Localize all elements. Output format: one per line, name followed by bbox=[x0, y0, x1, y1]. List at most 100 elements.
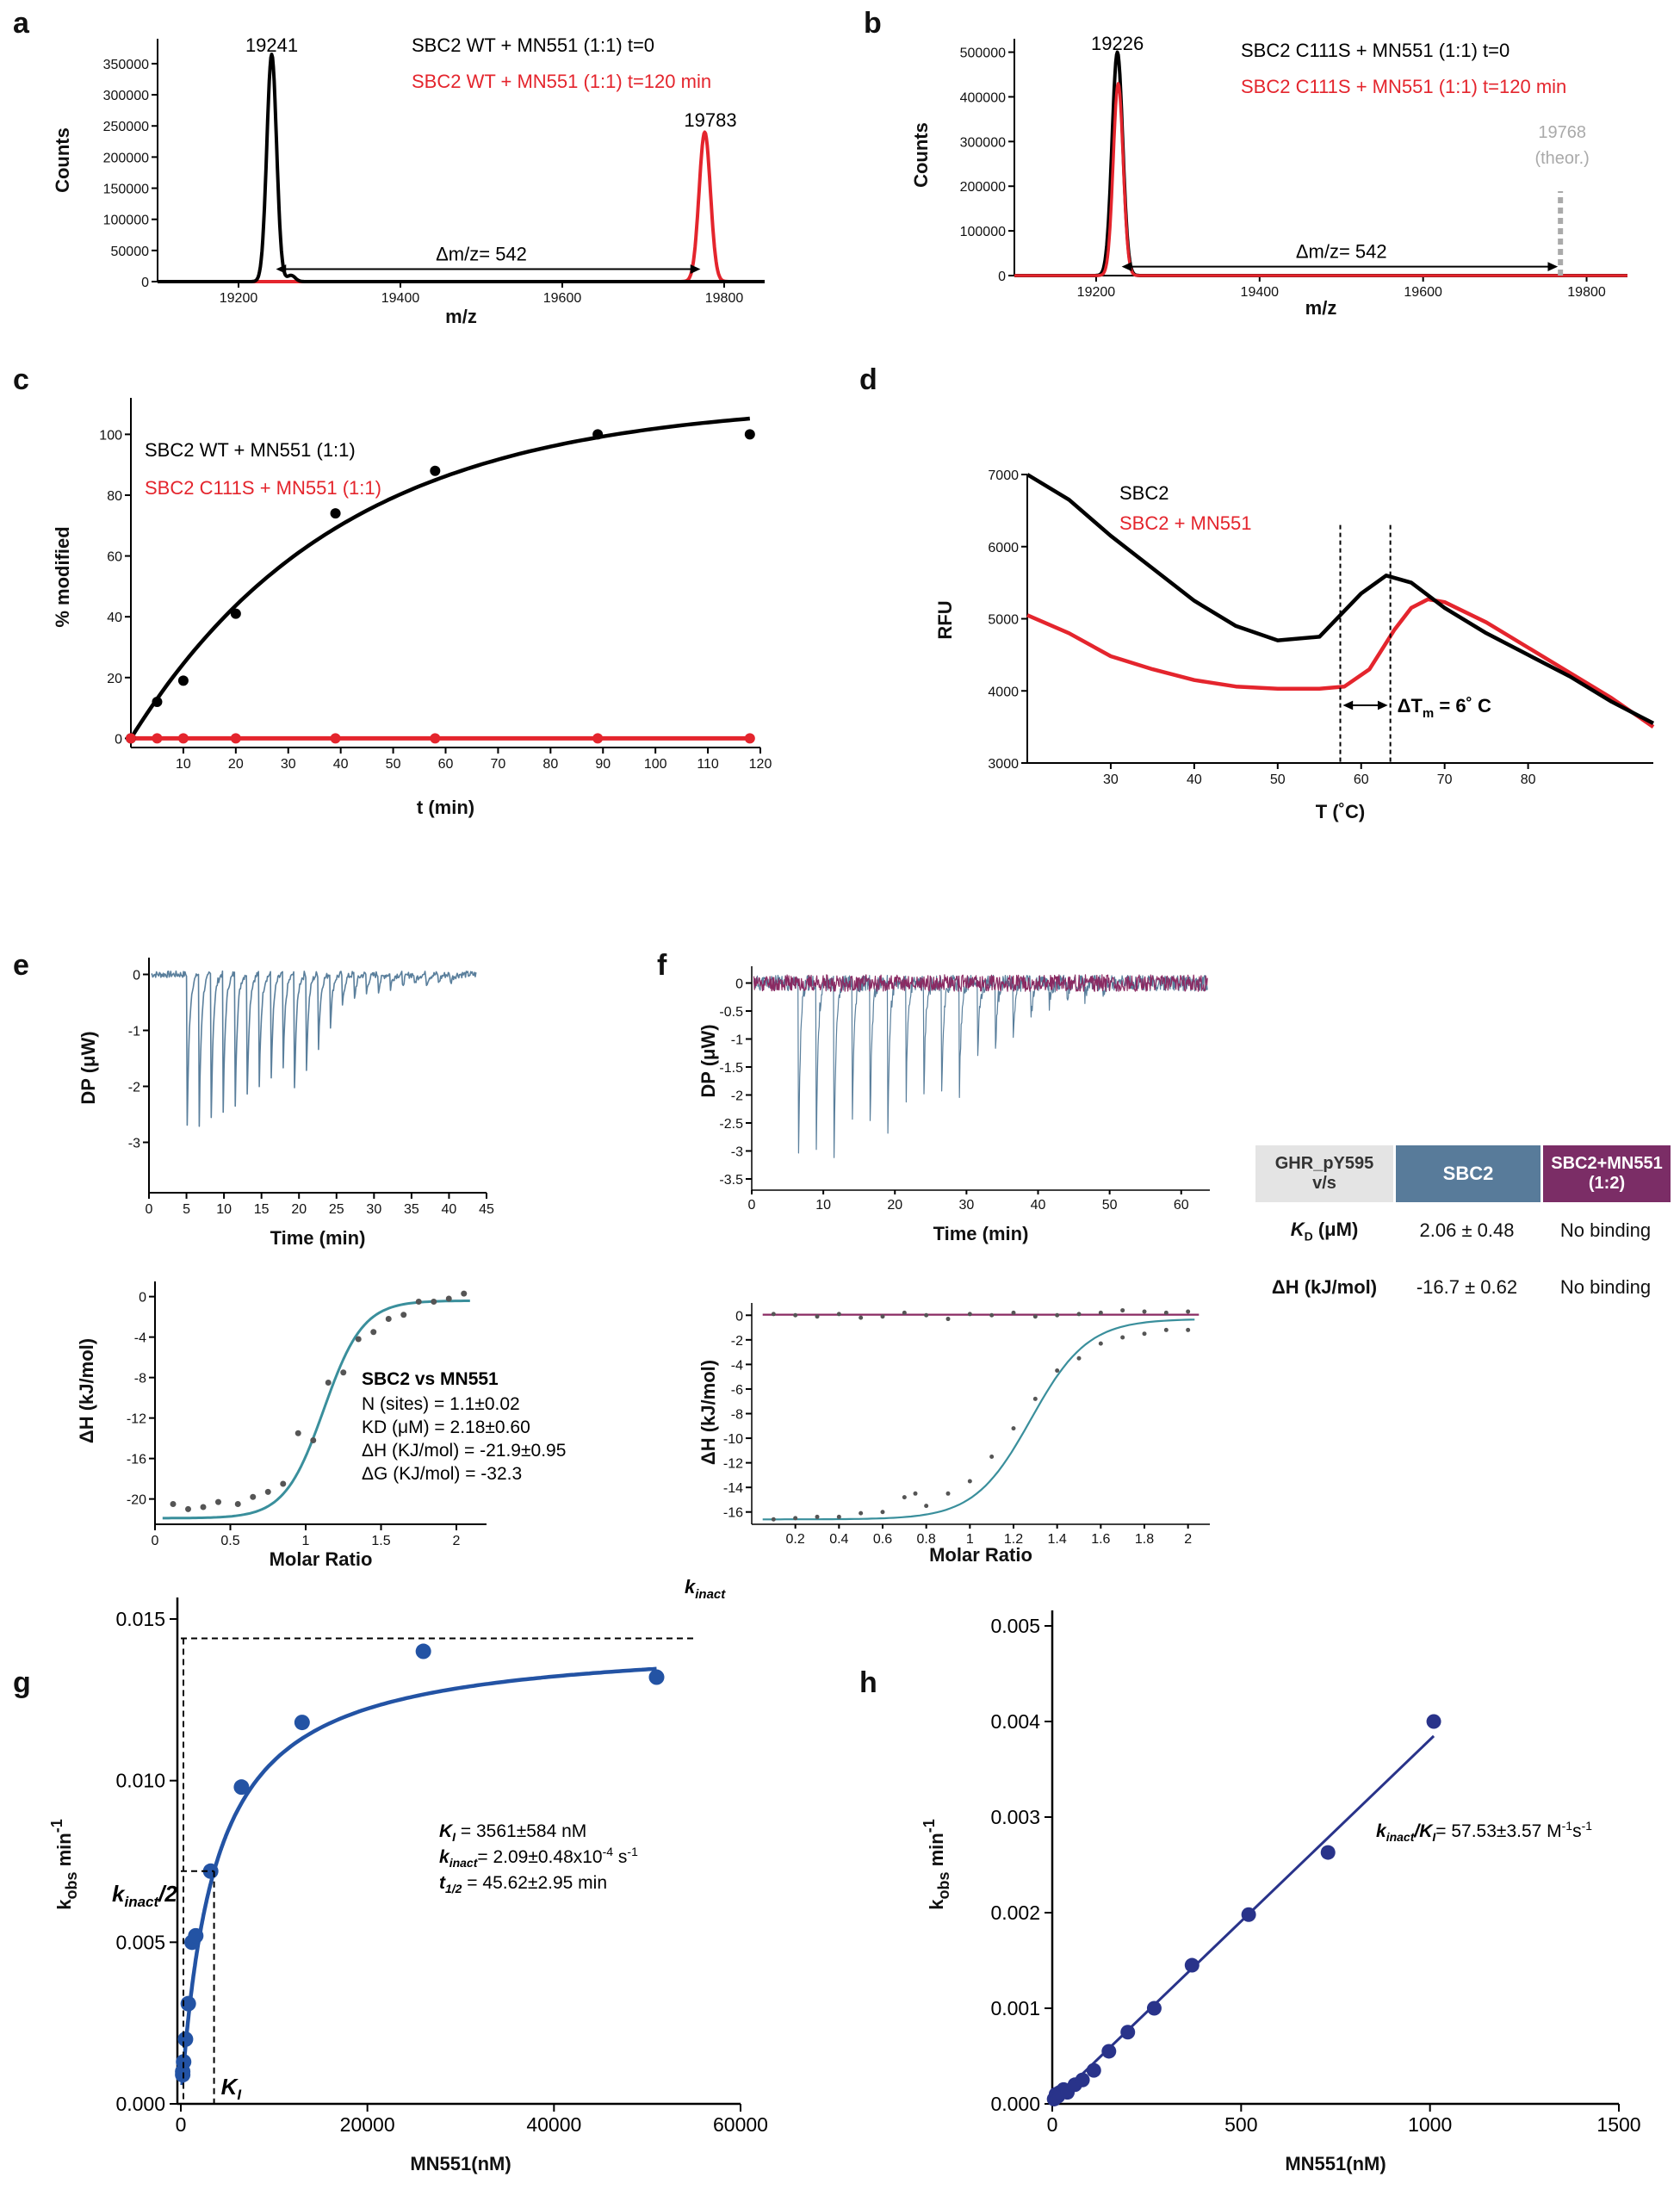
panel-d-x-tick-label: 30 bbox=[1103, 772, 1119, 787]
panel-f-label: f bbox=[657, 949, 667, 982]
panel-e2-fit-param: ΔH (KJ/mol) = -21.9±0.95 bbox=[362, 1441, 566, 1461]
kd-symbol: K bbox=[1290, 1218, 1305, 1240]
panel-g-point bbox=[294, 1715, 310, 1731]
panel-f2-point-mn551 bbox=[1098, 1310, 1103, 1315]
panel-a-series-t0-line bbox=[156, 53, 766, 283]
panel-h-y-tick-label: 0.004 bbox=[990, 1710, 1040, 1733]
panel-h-point bbox=[1320, 1845, 1336, 1860]
panel-c-y-tick-label: 20 bbox=[107, 672, 122, 686]
panel-f2-point-sbc2 bbox=[1163, 1327, 1169, 1332]
panel-b-y-tick-label: 0 bbox=[998, 270, 1006, 284]
panel-e2-point bbox=[461, 1290, 468, 1297]
panel-a-x-tick-label: 19400 bbox=[381, 291, 420, 306]
panel-a-y-tick-label: 0 bbox=[141, 276, 149, 290]
panel-f2-point-mn551 bbox=[1186, 1309, 1191, 1314]
kd-table: GHR_pY595 v/s SBC2 SBC2+MN551 (1:2) KD (… bbox=[1255, 1145, 1671, 1316]
panel-f-thermogram-sbc2-line bbox=[753, 974, 1208, 1158]
panel-h-y-tick-label: 0.002 bbox=[990, 1901, 1040, 1924]
panel-a-delta-arrow-head-right bbox=[690, 264, 701, 274]
panel-e2-y-tick-label: 0 bbox=[139, 1291, 146, 1306]
panel-h-x-tick-label: 1000 bbox=[1408, 2113, 1452, 2136]
panel-a-y-tick-label: 250000 bbox=[103, 120, 149, 134]
panel-d-x-tick-label: 50 bbox=[1270, 772, 1286, 787]
table-header-sbc2-mn551-line2: (1:2) bbox=[1588, 1174, 1626, 1193]
panel-a-delta-arrow-head-left bbox=[276, 264, 287, 274]
panel-d-series-sbc2-line bbox=[1026, 473, 1655, 725]
panel-e2-point bbox=[215, 1498, 221, 1505]
panel-b-theoretical-label: 19768 bbox=[1538, 123, 1586, 142]
panel-e2-point bbox=[170, 1501, 177, 1507]
panel-e2-point bbox=[325, 1380, 332, 1386]
panel-e2-point bbox=[200, 1504, 207, 1511]
table-row: KD (μM) 2.06 ± 0.48 No binding bbox=[1255, 1202, 1671, 1259]
panel-c-y-tick-label: 60 bbox=[107, 550, 122, 565]
panel-e2-x-tick-label: 1.5 bbox=[371, 1534, 390, 1548]
panel-f2-point-sbc2 bbox=[1055, 1368, 1060, 1374]
panel-h-point bbox=[1120, 2025, 1136, 2040]
panel-c-y-tick-label: 0 bbox=[115, 732, 122, 747]
panel-e2-point bbox=[385, 1315, 392, 1322]
panel-c-x-tick-label: 30 bbox=[281, 757, 296, 772]
panel-f2-point-sbc2 bbox=[1186, 1327, 1191, 1332]
panel-f2-point-sbc2 bbox=[836, 1514, 841, 1519]
panel-f2-point-sbc2 bbox=[989, 1454, 995, 1459]
panel-b-y-label: Counts bbox=[910, 122, 932, 188]
panel-f-x-tick-label: 40 bbox=[1031, 1198, 1046, 1213]
panel-e-y-label: DP (μW) bbox=[77, 1031, 99, 1104]
panel-b-x-tick-label: 19400 bbox=[1241, 285, 1280, 300]
panel-c-point-c111s bbox=[592, 733, 604, 744]
panel-f2-y-tick-label: -16 bbox=[723, 1506, 743, 1521]
panel-f2-point-sbc2 bbox=[815, 1514, 820, 1519]
panel-e-y-tick-label: -2 bbox=[128, 1081, 140, 1095]
panel-c-legend-1: SBC2 WT + MN551 (1:1) bbox=[145, 439, 356, 461]
panel-g-stat: kinact= 2.09±0.48x10-4 s-1 bbox=[439, 1845, 638, 1870]
panel-e2-x-tick-label: 2 bbox=[453, 1534, 461, 1548]
panel-f-thermogram-mn551-line bbox=[753, 974, 1208, 992]
panel-a-x-tick-label: 19800 bbox=[705, 291, 744, 306]
panel-b-delta-label: Δm/z= 542 bbox=[1296, 241, 1387, 263]
panel-f2-point-sbc2 bbox=[913, 1491, 918, 1496]
panel-e-y-tick-label: -3 bbox=[128, 1137, 140, 1151]
panel-d-y-tick-label: 6000 bbox=[988, 541, 1019, 555]
panel-g-x-tick-label: 40000 bbox=[526, 2113, 581, 2136]
panel-f2-point-mn551 bbox=[1142, 1309, 1147, 1314]
panel-c-x-tick-label: 10 bbox=[176, 757, 191, 772]
table-header-ghr-line1: GHR_pY595 bbox=[1274, 1154, 1374, 1173]
panel-f-y-tick-label: -2 bbox=[731, 1089, 743, 1104]
panel-h-y-tick-label: 0.001 bbox=[990, 1997, 1040, 2019]
table-cell-dh-sbc2-mn551: No binding bbox=[1559, 1276, 1652, 1298]
panel-b-x-tick-label: 19800 bbox=[1567, 285, 1606, 300]
panel-d-y-tick-label: 4000 bbox=[988, 685, 1019, 699]
panel-f2-x-label: Molar Ratio bbox=[929, 1544, 1032, 1566]
panel-e-x-tick-label: 25 bbox=[329, 1202, 344, 1217]
table-header-ghr: GHR_pY595 v/s bbox=[1255, 1145, 1393, 1202]
panel-f-y-tick-label: -3.5 bbox=[719, 1173, 743, 1188]
panel-f2-point-sbc2 bbox=[1098, 1341, 1103, 1346]
panel-e2-point bbox=[370, 1329, 377, 1336]
panel-g-ki-label: KI bbox=[221, 2074, 243, 2103]
panel-g-y-tick-label: 0.000 bbox=[115, 2093, 165, 2115]
panel-d-legend-1: SBC2 bbox=[1119, 482, 1169, 504]
panel-e2-point bbox=[250, 1493, 257, 1500]
table-cell-kd-sbc2-mn551: No binding bbox=[1559, 1219, 1652, 1241]
panel-e2-fit-title: SBC2 vs MN551 bbox=[362, 1369, 499, 1389]
panel-f2-point-mn551 bbox=[1032, 1314, 1038, 1319]
panel-h-point bbox=[1426, 1714, 1441, 1729]
panel-e2-point bbox=[294, 1430, 301, 1436]
table-row-dh-label: ΔH (kJ/mol) bbox=[1271, 1276, 1378, 1298]
panel-f2-point-mn551 bbox=[902, 1310, 907, 1315]
panel-e2-fit-param: ΔG (KJ/mol) = -32.3 bbox=[362, 1464, 522, 1484]
panel-g-kinact-label: kinact bbox=[685, 1576, 726, 1602]
panel-f2-point-sbc2 bbox=[793, 1516, 798, 1521]
panel-d-y-tick-label: 3000 bbox=[988, 757, 1019, 772]
panel-f-y-tick-label: -1.5 bbox=[719, 1061, 743, 1076]
panel-f2-y-tick-label: 0 bbox=[735, 1309, 743, 1324]
panel-e2-point bbox=[280, 1480, 287, 1487]
panel-h-y-tick-label: 0.003 bbox=[990, 1806, 1040, 1828]
panel-e2-x-tick-label: 0 bbox=[152, 1534, 159, 1548]
panel-d-tm-arrow-head-right bbox=[1377, 700, 1388, 710]
panel-b-legend-1: SBC2 C111S + MN551 (1:1) t=0 bbox=[1241, 40, 1510, 61]
panel-g-point bbox=[648, 1669, 665, 1685]
panel-a-peak-label-1: 19241 bbox=[245, 34, 298, 56]
